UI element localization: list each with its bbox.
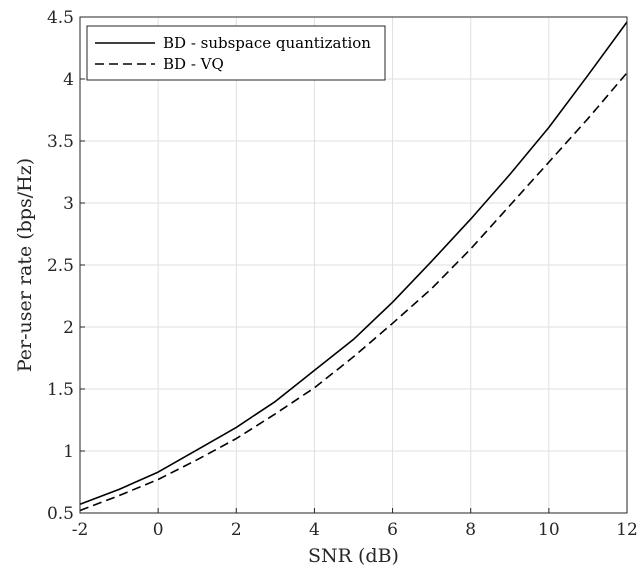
x-tick-label: 10 [538, 520, 560, 540]
x-tick-label: 8 [465, 520, 476, 540]
legend-label-1: BD - subspace quantization [163, 34, 371, 52]
x-tick-label: 0 [153, 520, 164, 540]
y-axis-label: Per-user rate (bps/Hz) [14, 158, 36, 372]
y-tick-label: 3.5 [47, 132, 74, 152]
x-tick-label: 6 [387, 520, 398, 540]
y-tick-label: 0.5 [47, 504, 74, 524]
y-tick-label: 4.5 [47, 8, 74, 28]
ticks-group: -2 0 2 4 6 8 10 12 0.5 1 1.5 2 2.5 3 3.5 4 4.5 [47, 8, 638, 540]
x-tick-label: 12 [616, 520, 638, 540]
series-group [79, 21, 628, 512]
series-line-2 [79, 72, 628, 512]
x-tick-label: 4 [309, 520, 320, 540]
legend-label-2: BD - VQ [163, 55, 224, 73]
y-tick-label: 1.5 [47, 380, 74, 400]
y-tick-label: 1 [63, 442, 74, 462]
x-axis-label: SNR (dB) [308, 545, 399, 567]
series-line-1 [79, 21, 628, 506]
y-tick-label: 2 [63, 318, 74, 338]
legend: BD - subspace quantization BD - VQ [86, 25, 386, 81]
y-tick-label: 2.5 [47, 256, 74, 276]
x-tick-label: -2 [72, 520, 89, 540]
x-tick-label: 2 [231, 520, 242, 540]
y-tick-label: 3 [63, 194, 74, 214]
y-tick-label: 4 [63, 70, 74, 90]
legend-box [86, 25, 386, 81]
